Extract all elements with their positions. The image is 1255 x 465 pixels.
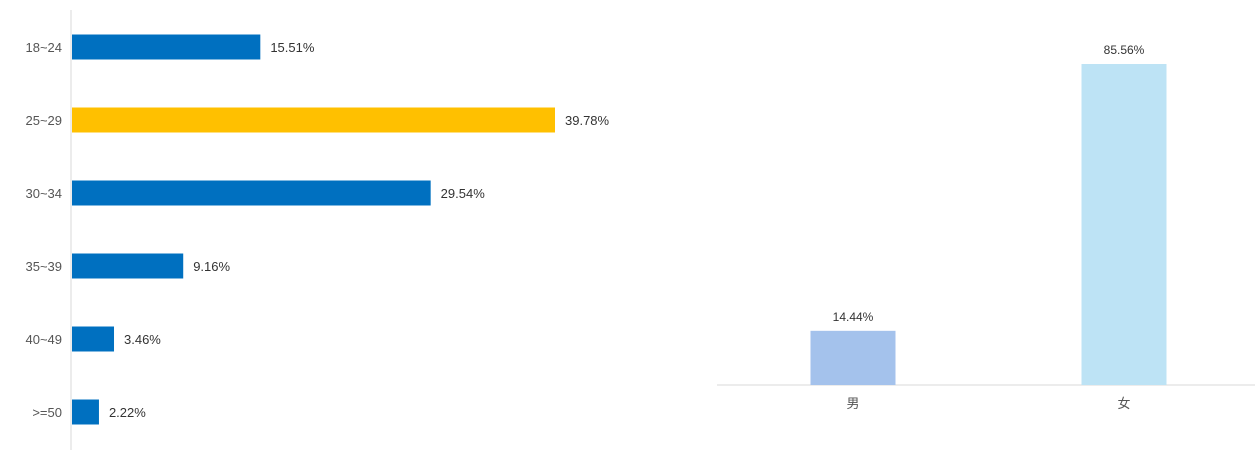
age-bar bbox=[72, 180, 431, 206]
gender-bar bbox=[810, 330, 896, 385]
age-category-label: 40~49 bbox=[25, 332, 62, 347]
age-category-label: 30~34 bbox=[25, 186, 62, 201]
age-bar bbox=[72, 326, 115, 352]
age-value-label: 29.54% bbox=[441, 186, 486, 201]
gender-value-label: 85.56% bbox=[1104, 43, 1145, 57]
age-bar bbox=[72, 399, 99, 425]
age-bar bbox=[72, 34, 261, 60]
gender-category-label: 女 bbox=[1117, 396, 1130, 411]
gender-distribution-chart: 14.44% 男 85.56% 女 bbox=[717, 43, 1255, 411]
age-category-label: 35~39 bbox=[25, 259, 62, 274]
age-value-label: 39.78% bbox=[565, 113, 610, 128]
age-category-label: 25~29 bbox=[25, 113, 62, 128]
age-value-label: 2.22% bbox=[109, 405, 146, 420]
age-bar bbox=[72, 253, 184, 279]
age-category-label: >=50 bbox=[32, 405, 62, 420]
gender-category-label: 男 bbox=[846, 396, 859, 411]
gender-value-label: 14.44% bbox=[833, 310, 874, 324]
age-value-label: 3.46% bbox=[124, 332, 161, 347]
age-bar bbox=[72, 107, 555, 133]
age-distribution-chart: 18~24 15.51% 25~29 39.78% 30~34 29.54% 35~39 9.… bbox=[25, 10, 610, 450]
gender-bar bbox=[1081, 64, 1167, 385]
age-value-label: 15.51% bbox=[270, 40, 315, 55]
age-value-label: 9.16% bbox=[193, 259, 230, 274]
age-category-label: 18~24 bbox=[25, 40, 62, 55]
